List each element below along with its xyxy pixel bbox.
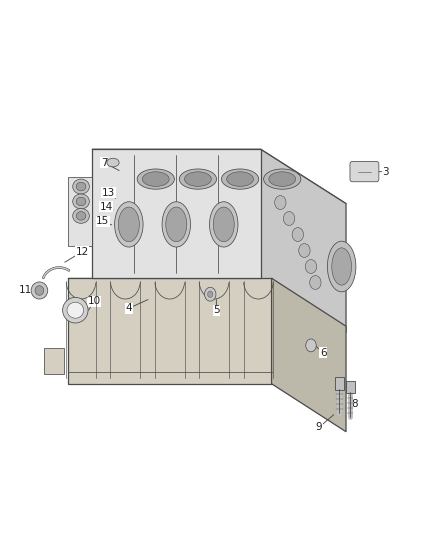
Polygon shape <box>272 278 346 432</box>
Ellipse shape <box>222 169 259 189</box>
Text: 12: 12 <box>76 247 89 256</box>
Ellipse shape <box>264 169 301 189</box>
FancyBboxPatch shape <box>350 161 379 182</box>
Circle shape <box>283 212 295 225</box>
Ellipse shape <box>269 172 296 187</box>
Circle shape <box>208 291 213 297</box>
Ellipse shape <box>31 282 48 299</box>
Ellipse shape <box>107 158 119 167</box>
Text: 5: 5 <box>213 305 220 315</box>
Text: 14: 14 <box>99 202 113 212</box>
Polygon shape <box>68 278 346 326</box>
Ellipse shape <box>63 297 88 323</box>
Ellipse shape <box>118 207 139 242</box>
Ellipse shape <box>73 179 89 194</box>
Ellipse shape <box>73 194 89 209</box>
Ellipse shape <box>76 197 86 206</box>
Ellipse shape <box>227 172 254 187</box>
Ellipse shape <box>67 302 84 318</box>
Ellipse shape <box>332 248 351 285</box>
Polygon shape <box>261 149 346 333</box>
Polygon shape <box>92 149 346 204</box>
Ellipse shape <box>35 286 44 295</box>
Ellipse shape <box>179 169 216 189</box>
Text: 3: 3 <box>382 167 389 176</box>
Ellipse shape <box>209 202 238 247</box>
Ellipse shape <box>76 212 86 220</box>
Ellipse shape <box>76 182 86 191</box>
Text: 10: 10 <box>88 296 101 306</box>
Ellipse shape <box>137 169 174 189</box>
Ellipse shape <box>115 202 143 247</box>
Ellipse shape <box>166 207 187 242</box>
Text: 8: 8 <box>351 399 358 409</box>
Ellipse shape <box>142 172 169 187</box>
Polygon shape <box>44 348 64 374</box>
Circle shape <box>275 196 286 209</box>
Circle shape <box>292 228 304 241</box>
Ellipse shape <box>73 208 89 223</box>
Text: 7: 7 <box>101 158 108 167</box>
Text: 11: 11 <box>19 286 32 295</box>
Polygon shape <box>68 177 92 246</box>
Circle shape <box>306 339 316 352</box>
Text: 13: 13 <box>102 188 115 198</box>
Polygon shape <box>92 149 261 278</box>
FancyBboxPatch shape <box>346 381 355 393</box>
Ellipse shape <box>327 241 356 292</box>
Ellipse shape <box>184 172 211 187</box>
Circle shape <box>305 260 317 273</box>
Circle shape <box>299 244 310 257</box>
Ellipse shape <box>213 207 234 242</box>
Text: 6: 6 <box>320 348 327 358</box>
Text: 15: 15 <box>96 216 110 226</box>
FancyBboxPatch shape <box>335 377 344 390</box>
Ellipse shape <box>162 202 191 247</box>
Text: 9: 9 <box>315 423 322 432</box>
Text: 4: 4 <box>126 303 133 313</box>
Polygon shape <box>68 278 272 384</box>
Circle shape <box>205 287 216 301</box>
Circle shape <box>310 276 321 289</box>
